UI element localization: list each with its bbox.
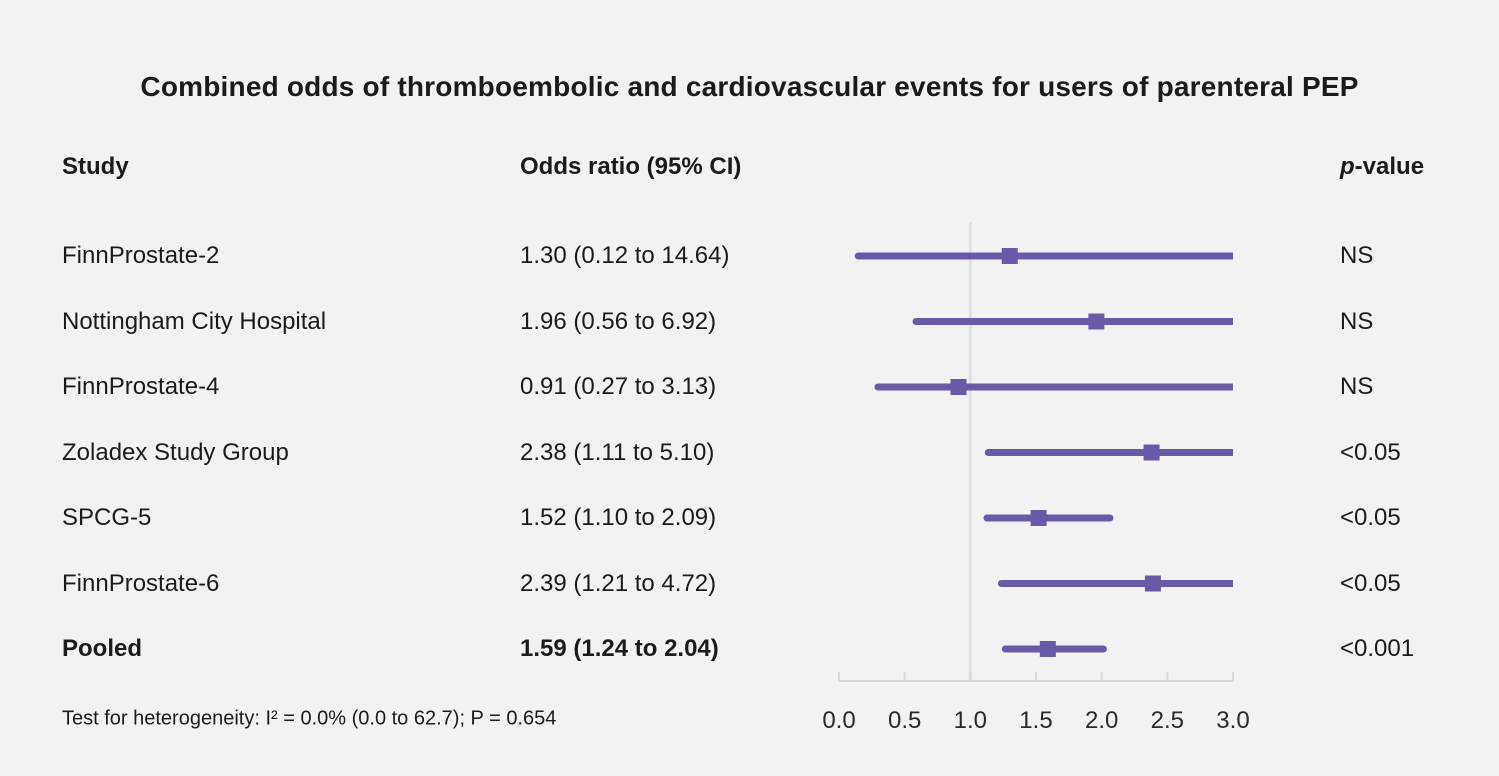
odds-ratio-value: 1.52 (1.10 to 2.09) (520, 504, 717, 531)
study-label: SPCG-5 (62, 504, 152, 531)
odds-ratio-value: 0.91 (0.27 to 3.13) (520, 373, 717, 400)
ci-line (874, 383, 1233, 391)
p-value: NS (1340, 307, 1374, 335)
or-marker (1001, 248, 1018, 264)
ci-line (912, 318, 1233, 325)
p-value: <0.05 (1340, 569, 1401, 597)
or-marker (1143, 444, 1160, 461)
or-marker (1039, 641, 1056, 657)
p-value: <0.05 (1340, 504, 1401, 531)
ci-line (854, 252, 1233, 260)
x-tick-label: 1.5 (1019, 707, 1052, 734)
odds-ratio-value: 1.59 (1.24 to 2.04) (520, 635, 719, 662)
study-label: Nottingham City Hospital (62, 307, 327, 335)
p-value: NS (1340, 373, 1374, 400)
p-value-header-italic-p: p (1340, 153, 1355, 180)
or-marker (950, 379, 967, 395)
p-value: NS (1340, 242, 1374, 269)
x-tick-label: 2.0 (1085, 707, 1118, 734)
study-label: Zoladex Study Group (62, 438, 289, 466)
x-axis (838, 672, 1234, 682)
odds-ratio-value: 2.38 (1.11 to 5.10) (520, 438, 715, 466)
x-tick-label: 0.5 (888, 707, 921, 734)
p-value-header-rest: -value (1354, 153, 1425, 180)
ci-line (997, 580, 1233, 587)
or-marker (1088, 313, 1105, 330)
x-tick-label: 2.5 (1151, 707, 1184, 734)
study-label: FinnProstate-2 (62, 242, 220, 269)
study-label: FinnProstate-6 (62, 569, 220, 597)
column-header-p-value: p-value (1340, 153, 1424, 181)
ci-line (984, 449, 1233, 456)
study-label: FinnProstate-4 (62, 373, 220, 400)
odds-ratio-value: 1.96 (0.56 to 6.92) (520, 307, 717, 335)
column-header-odds-ratio: Odds ratio (95% CI) (520, 153, 742, 180)
x-tick-label: 3.0 (1216, 707, 1249, 734)
or-marker (1030, 510, 1047, 526)
p-value: <0.001 (1340, 635, 1415, 662)
x-tick-label: 1.0 (954, 707, 987, 734)
or-marker (1144, 575, 1161, 592)
column-header-study: Study (62, 153, 129, 180)
heterogeneity-note: Test for heterogeneity: I² = 0.0% (0.0 t… (62, 707, 557, 730)
ci-line (983, 514, 1114, 522)
figure-title: Combined odds of thromboembolic and card… (140, 71, 1359, 102)
x-tick-label: 0.0 (822, 707, 855, 734)
p-value: <0.05 (1340, 438, 1401, 466)
odds-ratio-value: 1.30 (0.12 to 14.64) (520, 242, 730, 269)
study-label: Pooled (62, 635, 143, 662)
odds-ratio-value: 2.39 (1.21 to 4.72) (520, 569, 717, 597)
